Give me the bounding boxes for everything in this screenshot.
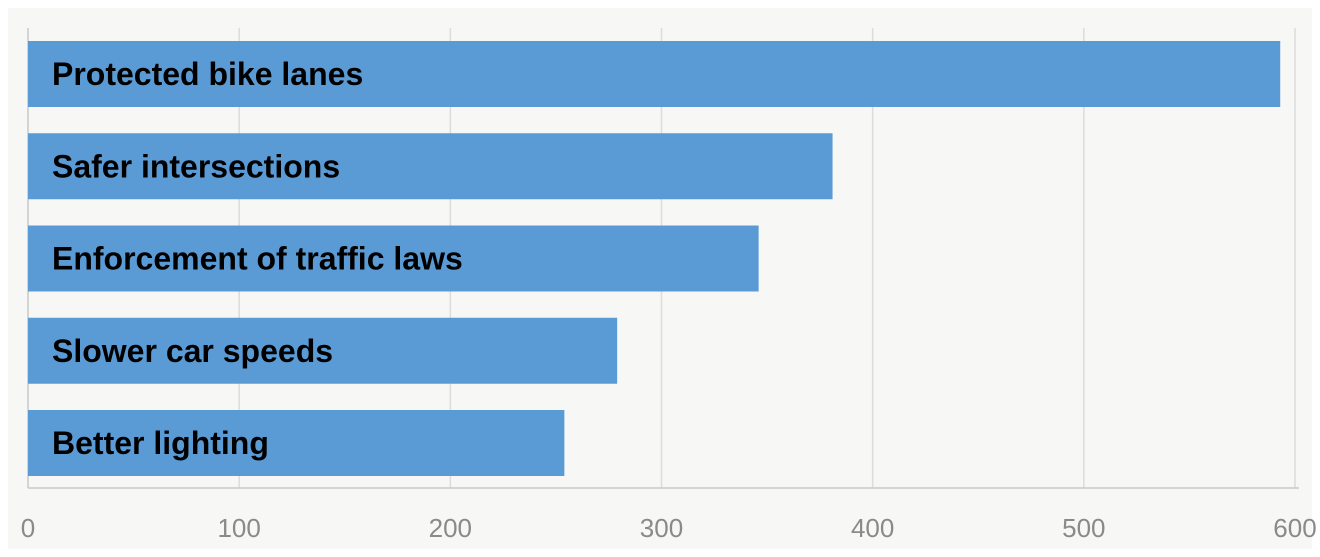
x-tick-label: 500 — [1062, 513, 1105, 543]
bar — [28, 317, 618, 384]
x-tick-label: 0 — [21, 513, 35, 543]
x-tick-label: 600 — [1273, 513, 1316, 543]
x-tick-label: 400 — [851, 513, 894, 543]
x-tick-label: 100 — [217, 513, 260, 543]
bar — [28, 41, 1281, 107]
bar-label: Enforcement of traffic laws — [52, 241, 463, 277]
x-axis: 0 100 200 300 400 500 600 — [21, 487, 1317, 543]
bar — [28, 133, 833, 200]
bars: Protected bike lanes Safer intersections E… — [28, 41, 1281, 476]
bar-label: Slower car speeds — [52, 333, 333, 369]
x-tick-label: 300 — [640, 513, 683, 543]
x-tick-label: 200 — [429, 513, 472, 543]
bar-label: Safer intersections — [52, 148, 340, 184]
bar-label: Protected bike lanes — [52, 56, 363, 92]
bar-label: Better lighting — [52, 425, 269, 461]
bar — [28, 225, 759, 292]
bar — [28, 410, 565, 476]
